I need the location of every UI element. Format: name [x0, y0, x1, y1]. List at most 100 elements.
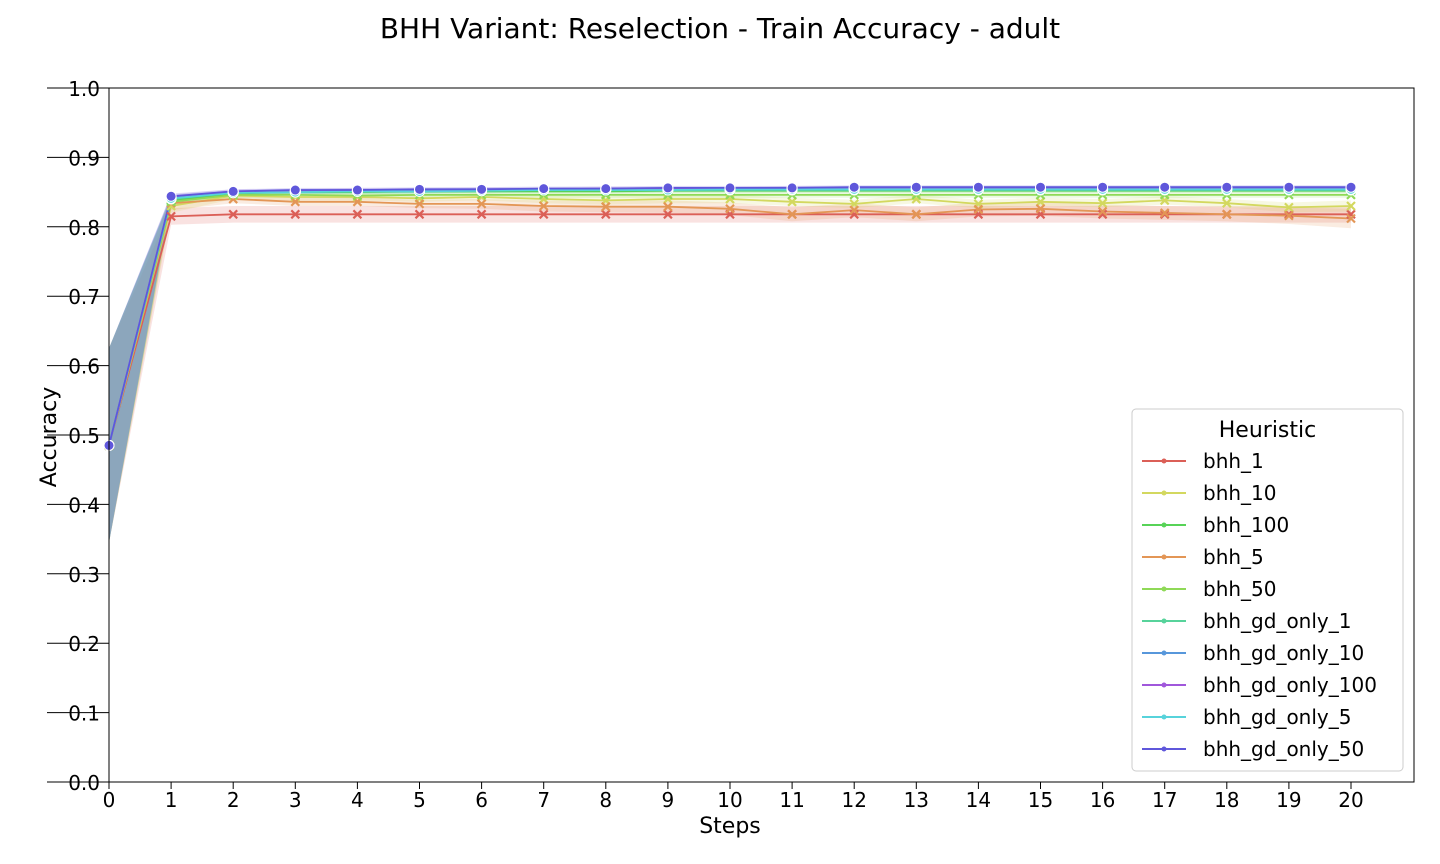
point-bhh-gd-only-50: [1159, 181, 1171, 193]
legend-marker: [1161, 554, 1167, 560]
legend-marker: [1161, 682, 1167, 688]
point-bhh-1: [352, 209, 363, 220]
y-tick-label: 0.9: [68, 146, 100, 170]
legend-label: bhh_gd_only_50: [1203, 737, 1364, 761]
legend-label: bhh_gd_only_5: [1203, 705, 1351, 729]
y-tick-label: 0.2: [68, 632, 100, 656]
legend-item-bhh-gd-only-1: bhh_gd_only_1: [1142, 609, 1351, 633]
y-tick-label: 0.8: [68, 216, 100, 240]
series-markers: [103, 181, 1357, 451]
series-line-bhh-10: [108, 194, 1352, 446]
point-bhh-10: [1222, 198, 1232, 208]
legend-item-bhh-gd-only-100: bhh_gd_only_100: [1142, 673, 1377, 697]
y-tick-label: 0.6: [68, 355, 100, 379]
x-tick-label: 19: [1276, 788, 1301, 812]
point-bhh-1: [601, 209, 611, 220]
series-line-bhh-5: [108, 198, 1352, 446]
chart-title: BHH Variant: Reselection - Train Accurac…: [380, 12, 1060, 45]
point-bhh-1: [1097, 209, 1108, 220]
x-tick-label: 11: [779, 788, 804, 812]
point-bhh-1: [228, 209, 238, 220]
point-bhh-gd-only-50: [724, 182, 736, 194]
point-bhh-gd-only-50: [1221, 181, 1233, 193]
legend-item-bhh-gd-only-50: bhh_gd_only_50: [1142, 737, 1364, 761]
x-tick-label: 6: [475, 788, 488, 812]
x-tick-label: 5: [413, 788, 426, 812]
point-bhh-gd-only-50: [662, 182, 674, 194]
point-bhh-10: [787, 197, 797, 207]
legend-item-bhh-gd-only-10: bhh_gd_only_10: [1142, 641, 1364, 665]
x-tick-label: 12: [841, 788, 866, 812]
point-bhh-10: [1284, 202, 1294, 213]
x-tick-label: 2: [227, 788, 240, 812]
point-bhh-10: [1035, 197, 1046, 207]
legend-item-bhh-50: bhh_50: [1142, 577, 1277, 601]
point-bhh-5: [538, 201, 549, 211]
legend-box: [1131, 408, 1404, 772]
point-bhh-5: [1159, 208, 1170, 218]
point-bhh-5: [787, 209, 797, 220]
point-bhh-10: [1346, 201, 1356, 211]
x-tick-label: 4: [351, 788, 364, 812]
y-axis: 0.0 0.1 0.2 0.3 0.4 0.5 0.6 0.7 0.8 0.9 1.0: [47, 77, 109, 795]
legend-label: bhh_5: [1203, 545, 1264, 569]
series-line-bhh-gd-only-10: [108, 187, 1351, 446]
legend-item-bhh-10: bhh_10: [1142, 481, 1277, 505]
legend-label: bhh_1: [1203, 449, 1264, 473]
x-tick-label: 13: [904, 788, 929, 812]
point-bhh-5: [1035, 203, 1046, 214]
point-bhh-1: [538, 209, 549, 220]
point-bhh-1: [663, 209, 673, 220]
legend-marker: [1161, 714, 1167, 720]
x-tick-label: 16: [1090, 788, 1115, 812]
x-tick-label: 10: [717, 788, 742, 812]
point-bhh-gd-only-50: [848, 181, 860, 193]
legend-label: bhh_50: [1203, 577, 1277, 601]
point-bhh-gd-only-50: [786, 182, 798, 194]
point-bhh-gd-only-50: [351, 184, 363, 196]
legend-item-bhh-100: bhh_100: [1142, 513, 1289, 537]
legend-marker: [1161, 618, 1167, 624]
point-bhh-5: [1346, 213, 1356, 224]
y-tick-label: 0.7: [68, 285, 100, 309]
legend-label: bhh_10: [1203, 481, 1277, 505]
x-tick-label: 20: [1338, 788, 1363, 812]
legend-item-bhh-5: bhh_5: [1142, 545, 1264, 569]
point-bhh-5: [911, 209, 922, 220]
x-tick-label: 0: [103, 788, 116, 812]
point-bhh-5: [476, 199, 487, 209]
x-tick-label: 14: [966, 788, 991, 812]
y-tick-label: 0.1: [68, 702, 100, 726]
series-line-bhh-50: [108, 193, 1351, 446]
point-bhh-5: [601, 201, 611, 212]
point-bhh-5: [663, 201, 673, 212]
x-tick-label: 8: [599, 788, 612, 812]
y-tick-label: 0.0: [68, 771, 100, 795]
legend-marker: [1161, 458, 1167, 464]
point-bhh-5: [849, 205, 859, 215]
point-bhh-gd-only-50: [289, 184, 301, 196]
legend-label: bhh_100: [1203, 513, 1289, 537]
point-bhh-5: [1222, 209, 1232, 220]
point-bhh-5: [1097, 206, 1108, 217]
legend: Heuristic bhh_1 bhh_10 bhh_100 bhh_5 bhh_50bh…: [1131, 408, 1404, 772]
legend-marker: [1161, 490, 1167, 496]
series-line-bhh-100: [108, 189, 1351, 446]
point-bhh-gd-only-50: [972, 181, 984, 193]
point-bhh-1: [414, 209, 425, 220]
point-bhh-gd-only-50: [414, 183, 425, 195]
y-tick-label: 0.4: [68, 493, 100, 517]
point-bhh-gd-only-50: [227, 185, 239, 197]
point-bhh-gd-only-50: [1035, 181, 1046, 193]
legend-label: bhh_gd_only_1: [1203, 609, 1351, 633]
y-axis-label: Accuracy: [37, 387, 62, 487]
point-bhh-10: [1097, 198, 1108, 208]
series-line-bhh-gd-only-1: [108, 189, 1351, 446]
point-bhh-gd-only-50: [1097, 181, 1109, 193]
point-bhh-5: [973, 204, 984, 215]
x-tick-label: 7: [537, 788, 550, 812]
legend-label: bhh_gd_only_10: [1203, 641, 1364, 665]
legend-title: Heuristic: [1219, 418, 1316, 443]
legend-item-bhh-1: bhh_1: [1142, 449, 1264, 473]
